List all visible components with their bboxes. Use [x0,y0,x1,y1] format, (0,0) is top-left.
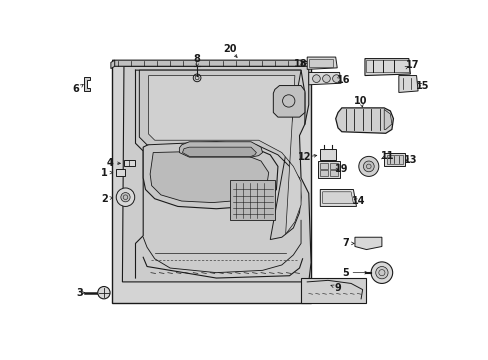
Text: 16: 16 [336,75,349,85]
Text: 13: 13 [403,155,416,165]
Circle shape [358,156,378,176]
Text: 15: 15 [415,81,428,91]
Text: 1: 1 [101,167,108,177]
Polygon shape [317,161,339,178]
Polygon shape [308,59,333,67]
Text: 17: 17 [405,60,419,70]
Circle shape [312,75,320,82]
Text: 14: 14 [351,196,365,206]
Polygon shape [182,147,256,156]
Polygon shape [364,59,409,76]
Polygon shape [308,72,341,85]
Polygon shape [148,76,301,234]
Polygon shape [320,189,356,206]
Text: 4: 4 [106,158,113,168]
Polygon shape [384,153,404,166]
Text: 19: 19 [334,165,348,175]
Polygon shape [179,142,262,157]
Polygon shape [386,155,402,164]
Polygon shape [111,60,115,69]
Text: 5: 5 [342,268,348,278]
Polygon shape [122,66,310,282]
Circle shape [121,193,130,202]
Polygon shape [139,70,301,239]
Text: 12: 12 [298,152,311,162]
Circle shape [370,262,392,283]
Circle shape [322,75,329,82]
Polygon shape [230,180,274,220]
Polygon shape [329,170,337,176]
Text: 6: 6 [73,84,80,94]
Text: 20: 20 [223,44,237,54]
Polygon shape [354,237,381,249]
Circle shape [375,266,387,279]
Circle shape [98,287,110,299]
Polygon shape [322,192,353,203]
Circle shape [363,161,373,172]
Text: 9: 9 [334,283,341,293]
Text: 8: 8 [193,54,200,64]
Polygon shape [335,108,393,133]
Polygon shape [301,278,366,303]
Polygon shape [398,76,417,93]
Text: 3: 3 [76,288,82,298]
Circle shape [116,188,135,206]
Bar [112,61,310,303]
Text: 10: 10 [354,96,367,106]
Polygon shape [143,142,277,209]
Polygon shape [123,160,135,166]
Text: 11: 11 [381,150,394,161]
Polygon shape [320,163,327,169]
Text: 7: 7 [342,238,348,248]
Text: 18: 18 [294,59,307,69]
Polygon shape [320,170,327,176]
Polygon shape [306,57,337,69]
Polygon shape [329,163,337,169]
Polygon shape [273,86,305,117]
Circle shape [332,75,340,82]
Polygon shape [320,149,335,160]
Polygon shape [84,77,90,91]
Polygon shape [112,60,303,66]
Polygon shape [384,109,391,130]
Polygon shape [150,151,268,203]
Polygon shape [116,170,125,176]
Text: 2: 2 [101,194,108,204]
